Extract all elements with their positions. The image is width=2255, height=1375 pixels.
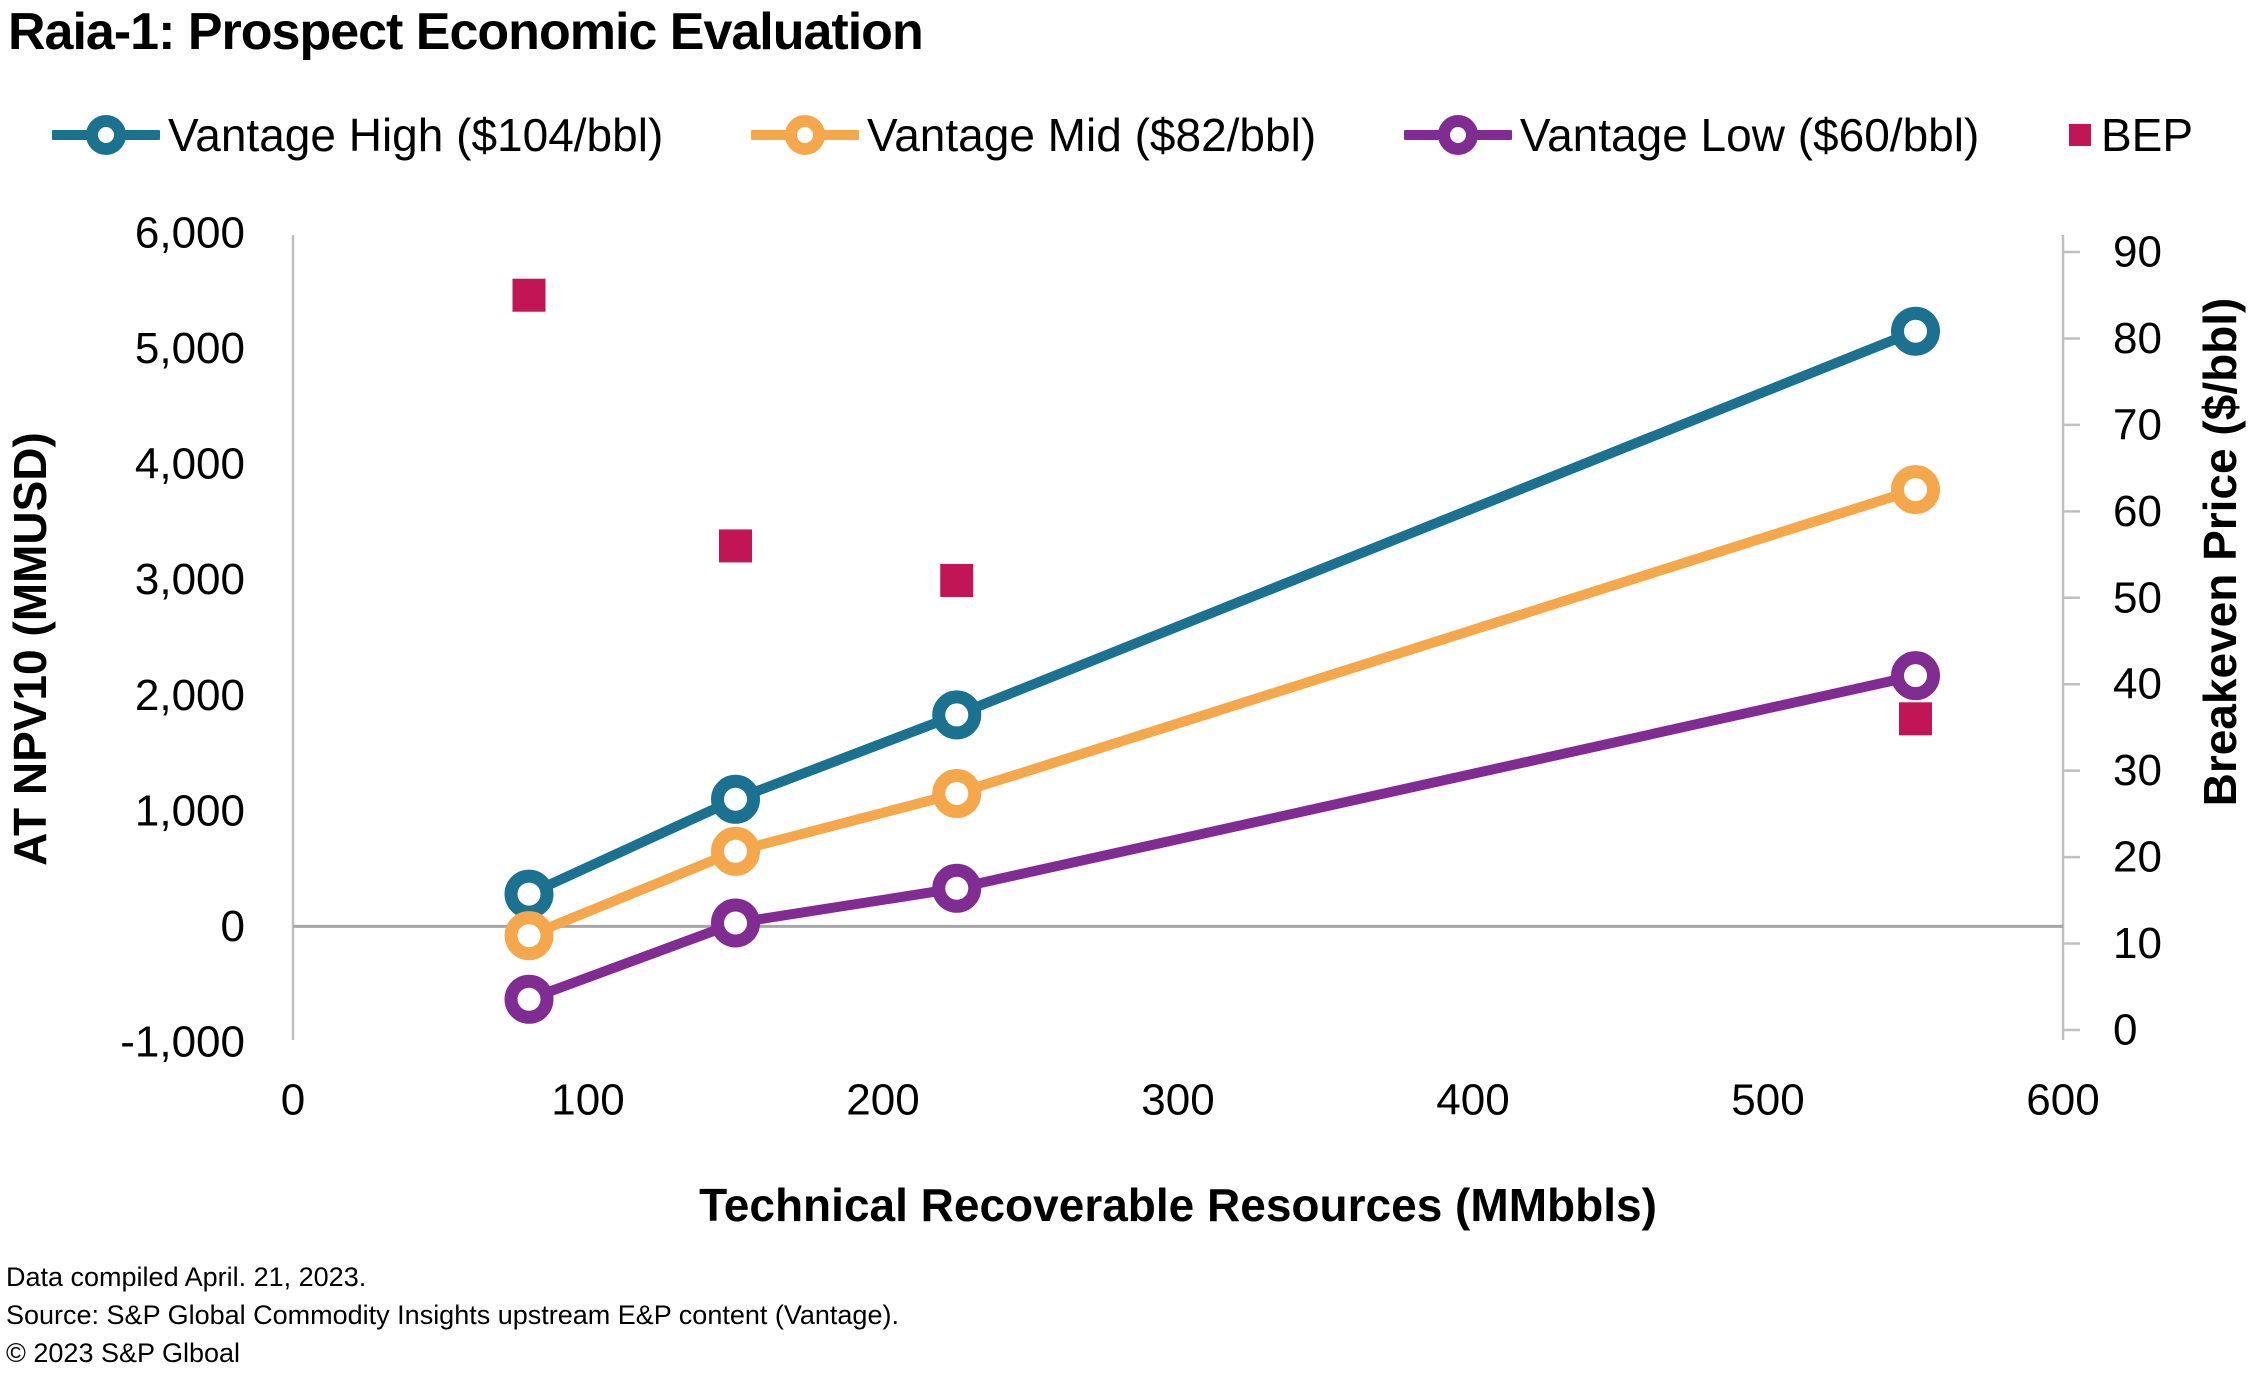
y-axis-right-tick-label: 50 [2113, 573, 2162, 622]
data-point-ring-marker [504, 911, 554, 961]
data-point-square-marker [719, 529, 752, 563]
y-axis-right-tick-label: 10 [2113, 919, 2162, 968]
y-axis-left-tick-label: 0 [221, 902, 245, 951]
y-axis-right-tick-label: 20 [2113, 833, 2162, 882]
y-axis-left-tick-label: 4,000 [135, 440, 245, 489]
legend-label-vantage-low: Vantage Low ($60/bbl) [1519, 109, 1980, 161]
y-axis-left-tick-label: 5,000 [135, 324, 245, 373]
x-axis-tick-label: 400 [1436, 1076, 1509, 1125]
data-point-ring-marker [1891, 306, 1940, 356]
legend-item-bep: BEP [2067, 108, 2193, 162]
legend-item-vantage-mid: Vantage Mid ($82/bbl) [750, 108, 1317, 162]
legend-ring-swatch [784, 115, 825, 155]
footer: Data compiled April. 21, 2023. Source: S… [6, 1258, 899, 1372]
y-axis-left-tick-label: 2,000 [135, 671, 245, 720]
data-point-ring-marker [1891, 651, 1940, 701]
chart-title: Raia-1: Prospect Economic Evaluation [8, 3, 924, 61]
x-axis-title: Technical Recoverable Resources (MMbbls) [699, 1179, 1657, 1231]
data-point-ring-marker [504, 974, 554, 1024]
data-point-square-marker [512, 278, 546, 312]
y-axis-right-tick-label: 0 [2113, 1006, 2137, 1055]
data-point-square-marker [1899, 702, 1932, 736]
series-line-vantage-low-60-bbl- [524, 670, 1921, 1005]
y-axis-left-tick-label: 1,000 [135, 786, 245, 835]
footer-copyright: © 2023 S&P Glboal [6, 1338, 241, 1368]
data-point-ring-marker [711, 774, 760, 824]
legend-ring-swatch [86, 115, 126, 155]
y-axis-right-tick-label: 60 [2113, 487, 2162, 536]
series-line-vantage-high-104-bbl- [524, 326, 1921, 900]
x-axis-tick-label: 300 [1141, 1076, 1214, 1125]
y-axis-left-tick-label: 6,000 [135, 209, 245, 258]
legend-label-vantage-high: Vantage High ($104/bbl) [168, 109, 664, 161]
y-axis-title-right: Breakeven Price ($/bbl) [2194, 297, 2246, 807]
y-axis-right-tick-label: 30 [2113, 746, 2162, 795]
x-axis-tick-label: 200 [846, 1076, 919, 1125]
x-axis-tick-label: 0 [281, 1076, 305, 1125]
y-axis-title-left: AT NPV10 (MMUSD) [4, 432, 56, 866]
data-point-ring-marker [932, 863, 982, 913]
data-point-ring-marker [504, 869, 554, 919]
y-axis-left-tick-label: 3,000 [135, 555, 245, 604]
legend-item-vantage-low: Vantage Low ($60/bbl) [1403, 108, 1980, 162]
x-axis-tick-label: 600 [2026, 1076, 2099, 1125]
y-axis-right-tick-label: 80 [2113, 314, 2162, 363]
y-axis-right-tick-label: 40 [2113, 660, 2162, 709]
legend-item-vantage-high: Vantage High ($104/bbl) [52, 108, 663, 162]
legend-label-bep: BEP [2100, 109, 2193, 161]
data-point-ring-marker [1891, 465, 1940, 515]
footer-compiled-date: Data compiled April. 21, 2023. [6, 1262, 367, 1292]
legend-line-ring-icon [750, 115, 859, 155]
legend-ring-swatch [1437, 115, 1478, 155]
data-point-square-marker [940, 563, 974, 597]
data-point-ring-marker [711, 826, 760, 876]
legend-line-ring-icon [52, 115, 160, 155]
data-point-ring-marker [711, 898, 760, 948]
y-axis-right-tick-label: 90 [2113, 228, 2162, 277]
legend: Vantage High ($104/bbl) Vantage Mid ($82… [52, 106, 2193, 164]
x-axis-tick-label: 500 [1731, 1076, 1804, 1125]
footer-source: Source: S&P Global Commodity Insights up… [6, 1300, 899, 1330]
series-line-vantage-mid-82-bbl- [524, 484, 1921, 941]
data-point-ring-marker [932, 690, 982, 740]
y-axis-left-tick-label: -1,000 [120, 1018, 245, 1067]
x-axis-tick-label: 100 [551, 1076, 624, 1125]
legend-label-vantage-mid: Vantage Mid ($82/bbl) [866, 109, 1317, 161]
legend-square-swatch [2068, 124, 2091, 146]
y-axis-right-tick-label: 70 [2113, 400, 2162, 449]
data-point-ring-marker [932, 769, 982, 819]
legend-square-icon [2068, 124, 2091, 146]
legend-line-ring-icon [1403, 115, 1512, 155]
